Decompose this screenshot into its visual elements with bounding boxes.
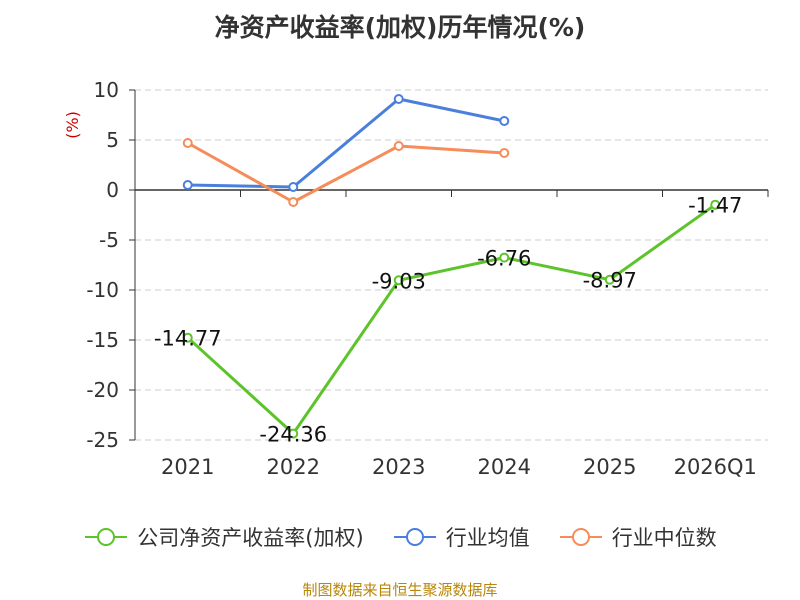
legend-label-industry-median: 行业中位数 <box>611 526 717 550</box>
data-point <box>499 116 510 126</box>
data-point <box>499 148 510 158</box>
legend-marker-industry-median <box>559 528 602 546</box>
y-tick-label: 0 <box>106 178 119 202</box>
data-point <box>499 252 510 263</box>
data-label: -6.76 <box>477 247 531 271</box>
legend-marker-industry-mean <box>393 528 436 546</box>
data-label: -1.47 <box>688 194 742 218</box>
y-tick-label: 5 <box>106 128 119 152</box>
data-point <box>182 332 193 343</box>
y-tick-label: -20 <box>86 378 119 402</box>
legend-label-company: 公司净资产收益率(加权) <box>137 526 364 550</box>
x-tick-label: 2024 <box>478 455 531 479</box>
data-source-note: 制图数据来自恒生聚源数据库 <box>302 581 498 599</box>
data-label: -24.36 <box>259 423 327 447</box>
data-point <box>393 275 404 286</box>
y-tick-label: -15 <box>86 328 119 352</box>
x-tick-label: 2025 <box>583 455 636 479</box>
data-point <box>288 182 299 192</box>
legend-marker-company <box>85 528 128 546</box>
y-tick-label: -10 <box>86 278 119 302</box>
series-line-0 <box>186 203 717 436</box>
legend-item-industry-median[interactable]: 行业中位数 <box>558 522 717 552</box>
y-tick-label: 10 <box>94 78 119 102</box>
legend-item-company[interactable]: 公司净资产收益率(加权) <box>83 522 364 552</box>
data-point <box>182 138 193 148</box>
data-point <box>182 180 193 190</box>
data-point <box>604 274 615 285</box>
x-tick-label: 2026Q1 <box>674 455 757 479</box>
y-tick-label: -25 <box>86 428 119 452</box>
data-point <box>710 199 721 210</box>
data-label: -14.77 <box>154 327 222 351</box>
legend-label-industry-mean: 行业均值 <box>445 526 530 550</box>
data-point <box>288 197 299 207</box>
series-line-2 <box>187 141 505 204</box>
data-point <box>393 141 404 151</box>
data-label: -8.97 <box>583 269 637 293</box>
x-tick-label: 2021 <box>161 455 214 479</box>
y-axis-label: (%) <box>63 111 82 139</box>
chart-legend: 公司净资产收益率(加权) 行业均值 行业中位数 <box>0 522 800 552</box>
data-point <box>393 94 404 104</box>
x-tick-label: 2022 <box>267 455 320 479</box>
data-label: -9.03 <box>372 269 426 293</box>
y-tick-label: -5 <box>99 228 119 252</box>
x-tick-label: 2023 <box>372 455 425 479</box>
legend-item-industry-mean[interactable]: 行业均值 <box>392 522 530 552</box>
series-line-1 <box>187 97 505 189</box>
data-point <box>288 428 299 439</box>
chart-title: 净资产收益率(加权)历年情况(%) <box>214 13 586 42</box>
